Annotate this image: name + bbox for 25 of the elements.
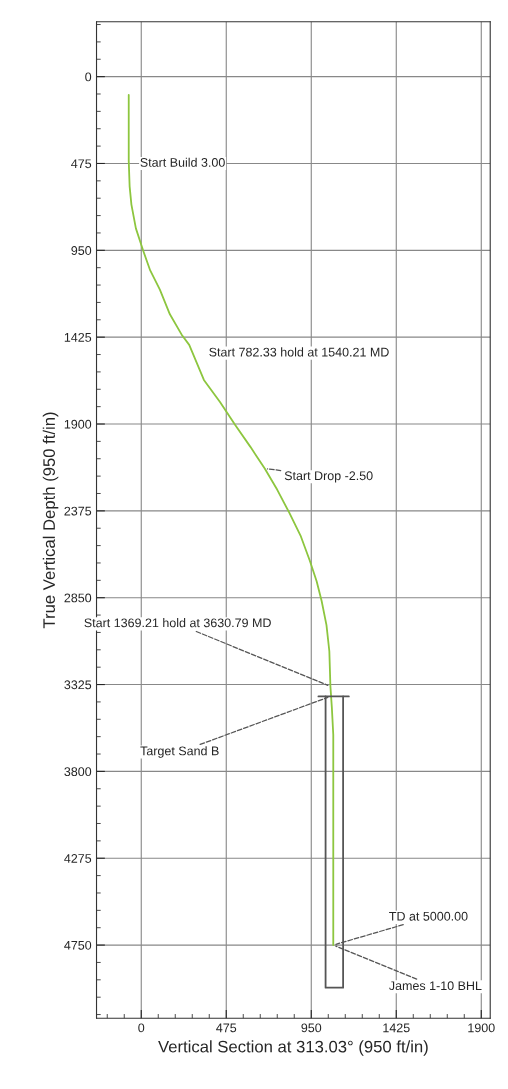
- y-tick-label: 1900: [64, 419, 92, 429]
- y-axis-title: True Vertical Depth (950 ft/in): [42, 412, 59, 629]
- y-tick-label: 3800: [64, 767, 92, 777]
- x-tick-label: 475: [216, 1023, 237, 1033]
- x-tick-label: 0: [138, 1023, 145, 1033]
- y-tick-label: 4275: [64, 854, 92, 863]
- annotation: TD at 5000.00: [389, 911, 468, 921]
- x-axis-title: Vertical Section at 313.03° (950 ft/in): [158, 1040, 428, 1056]
- annotation: Start 1369.21 hold at 3630.79 MD: [84, 618, 271, 628]
- x-tick-label: 950: [301, 1023, 322, 1033]
- annotation: Start Drop -2.50: [284, 471, 373, 483]
- y-tick-label: 475: [71, 159, 92, 169]
- y-tick-label: 3325: [64, 680, 92, 690]
- annotation: James 1-10 BHL: [389, 981, 482, 991]
- annotation: Target Sand B: [140, 746, 219, 758]
- y-tick-label: 2375: [64, 506, 92, 516]
- x-tick-label: 1900: [468, 1023, 495, 1033]
- y-tick-label: 1425: [64, 332, 92, 342]
- y-tick-label: 950: [71, 246, 92, 255]
- annotation: Start Build 3.00: [140, 157, 225, 167]
- x-tick-label: 1425: [383, 1023, 410, 1033]
- y-tick-label: 2850: [64, 593, 92, 603]
- y-tick-label: 0: [85, 72, 92, 82]
- annotation: Start 782.33 hold at 1540.21 MD: [209, 347, 389, 357]
- y-tick-label: 4750: [64, 940, 92, 950]
